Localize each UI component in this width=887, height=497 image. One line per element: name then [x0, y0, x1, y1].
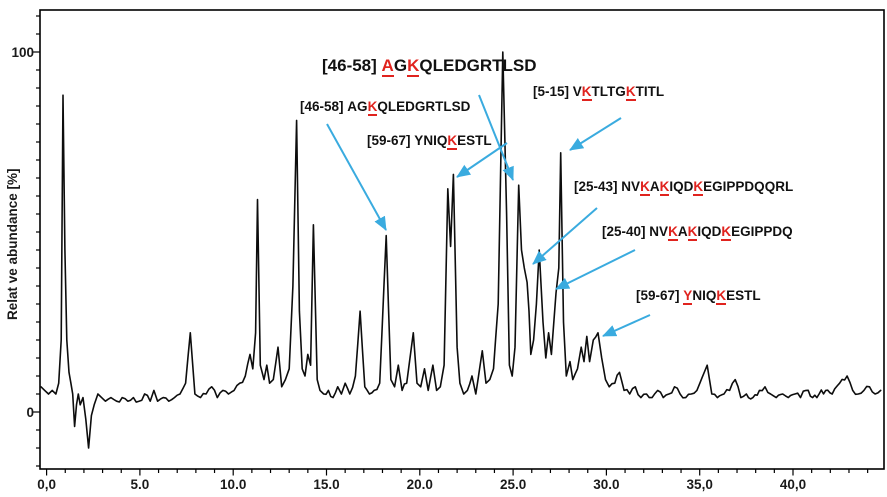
annotation-arrow-icon: [602, 314, 651, 337]
y-axis-ticks: 100 0: [11, 15, 40, 467]
x-tick-label: 25.0: [500, 477, 526, 492]
chromatogram-trace: [40, 51, 882, 449]
y-tick-label: 0: [26, 405, 34, 420]
annotation-arrow-icon: [478, 94, 514, 181]
x-tick-label: 15.0: [313, 477, 339, 492]
x-tick-label: 20.0: [407, 477, 433, 492]
x-axis-ticks: 0,0 5.0 10.0 15.0 20.0 25.0 30.0 35,0 40,0: [37, 469, 869, 492]
x-tick-label: 40,0: [780, 477, 806, 492]
annotation-arrow-icon: [456, 142, 508, 178]
x-tick-label: 5.0: [131, 477, 150, 492]
y-axis-title: Relat ve abundance [%]: [5, 168, 20, 320]
plot-frame: [39, 9, 885, 470]
y-tick-label: 100: [11, 45, 34, 60]
annotation-arrow-icon: [326, 123, 387, 231]
annotation-arrow-icon: [569, 117, 622, 151]
x-tick-label: 0,0: [37, 477, 56, 492]
annotation-arrow-icon: [532, 207, 598, 265]
x-tick-label: 35,0: [687, 477, 713, 492]
x-tick-label: 30.0: [593, 477, 619, 492]
x-tick-label: 10.0: [220, 477, 246, 492]
annotation-arrow-icon: [555, 249, 636, 290]
